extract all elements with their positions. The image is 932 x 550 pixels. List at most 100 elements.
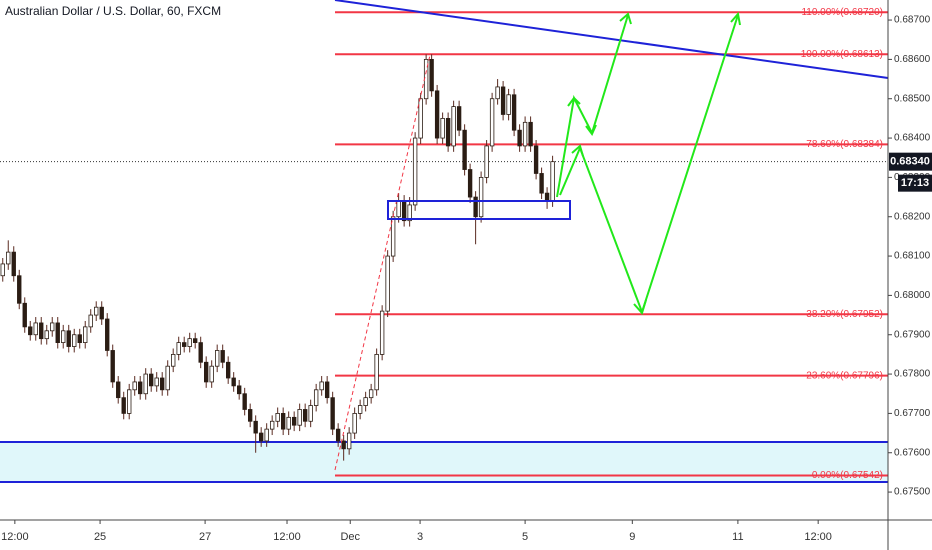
candle-body	[330, 397, 335, 430]
candle-body	[193, 338, 198, 344]
candle-body	[209, 365, 214, 383]
x-tick-label: Dec	[340, 531, 360, 543]
candle-body	[66, 330, 71, 347]
chart-title: Australian Dollar / U.S. Dollar, 60, FXC…	[5, 4, 221, 18]
arrow-head	[730, 11, 741, 26]
candle-body	[500, 86, 506, 115]
candle-body	[319, 381, 324, 391]
arrow-head	[567, 96, 581, 107]
candle-body	[539, 173, 544, 194]
projection-arrows	[556, 11, 741, 316]
candle-body	[247, 409, 253, 422]
candle-body	[401, 200, 407, 222]
candle-body	[407, 204, 412, 222]
candle-body	[55, 322, 60, 344]
candle-body	[313, 389, 319, 406]
x-tick-label: 5	[522, 531, 528, 543]
candle-body	[132, 381, 137, 391]
candle-body	[39, 322, 44, 340]
candle-body	[550, 161, 555, 202]
candle-body	[346, 432, 352, 450]
candle-body	[429, 58, 434, 92]
candle-body	[215, 350, 220, 367]
countdown-label: 17:13	[901, 177, 929, 189]
candle-body	[33, 322, 38, 336]
fib-layer: 110.00%(0.68720) 100.00%(0.68613) 78.60%(0…	[0, 7, 888, 481]
arrow-head	[571, 144, 584, 157]
candle-body	[198, 342, 203, 363]
candle-body	[445, 117, 451, 147]
candle-body	[522, 121, 528, 147]
candle-body	[77, 334, 82, 344]
candle-body	[297, 409, 302, 426]
candle-body	[121, 397, 126, 414]
candle-body	[171, 354, 176, 367]
candle-body	[467, 169, 473, 198]
candle-body	[50, 322, 55, 332]
candle-body	[302, 409, 308, 422]
candle-body	[291, 416, 297, 426]
x-tick-label: 12:00	[804, 531, 832, 543]
candle-body	[231, 377, 236, 387]
candle-body	[352, 413, 357, 434]
candle-body	[418, 98, 423, 139]
y-tick-label: 0.68400	[894, 133, 931, 144]
candle-body	[511, 94, 517, 131]
candle-body	[412, 137, 418, 206]
demand-box	[387, 200, 571, 220]
fib-label: 0.00%(0.67542)	[812, 470, 883, 481]
candle-body	[154, 377, 159, 387]
y-tick-label: 0.68000	[894, 290, 931, 301]
y-tick-label: 0.67600	[894, 447, 931, 458]
y-tick-label: 0.68200	[894, 211, 931, 222]
y-tick-label: 0.67800	[894, 369, 931, 380]
time-axis-bg	[0, 520, 932, 550]
candle-body	[116, 381, 121, 399]
candle-body	[478, 176, 484, 218]
candle-body	[0, 263, 5, 277]
arrow-path	[556, 14, 629, 198]
candle-body	[138, 381, 143, 395]
candle-body	[357, 405, 363, 414]
candle-body	[99, 306, 104, 320]
candle-body	[110, 350, 115, 383]
fib-label: 110.00%(0.68720)	[801, 7, 883, 18]
candle-body	[264, 428, 269, 442]
fib-label: 38.20%(0.67952)	[806, 309, 883, 320]
candle-body	[517, 129, 522, 147]
candle-body	[176, 342, 181, 355]
candle-body	[495, 86, 500, 100]
fib-label: 23.60%(0.67796)	[806, 370, 883, 381]
candle-body	[204, 361, 209, 383]
candle-body	[143, 373, 148, 395]
y-tick-label: 0.67700	[894, 408, 931, 419]
candle-body	[308, 405, 313, 422]
last-price-box	[889, 152, 932, 171]
candle-body	[363, 397, 368, 406]
candle-body	[127, 389, 132, 414]
arrow-path	[559, 14, 739, 316]
arrow-head	[633, 299, 647, 315]
candle-body	[253, 420, 258, 434]
candle-body	[341, 440, 346, 450]
candle-body	[269, 420, 275, 430]
candle-body	[72, 334, 77, 347]
candle-body	[489, 98, 495, 147]
candle-body	[149, 373, 154, 387]
candle-body	[374, 354, 379, 391]
x-tick-label: 12:00	[273, 531, 301, 543]
candle-body	[544, 192, 550, 202]
y-tick-label: 0.68100	[894, 251, 931, 262]
candle-body	[94, 306, 99, 316]
arrow-head	[619, 12, 632, 25]
x-tick-label: 3	[417, 531, 423, 543]
candle-body	[165, 365, 170, 391]
trendline	[334, 0, 889, 79]
candle-body	[187, 338, 192, 347]
candle-body	[105, 318, 110, 351]
y-tick-label: 0.68500	[894, 93, 931, 104]
x-tick-label: 27	[199, 531, 211, 543]
